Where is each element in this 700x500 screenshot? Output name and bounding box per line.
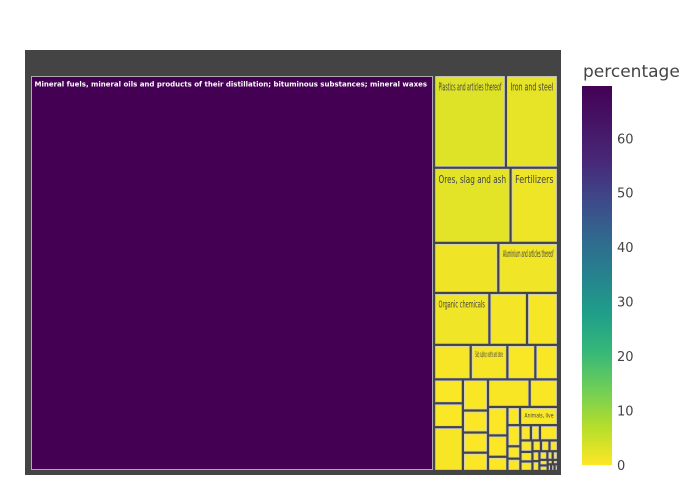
treemap-tile[interactable]: [490, 294, 526, 344]
treemap-tile[interactable]: [508, 447, 520, 458]
treemap-tile[interactable]: [550, 441, 557, 451]
treemap-tile[interactable]: [548, 460, 552, 464]
treemap-tile-label: Animals, live: [525, 413, 554, 419]
treemap-tile[interactable]: [464, 411, 487, 432]
treemap-tile[interactable]: [553, 452, 557, 459]
treemap-tile[interactable]: [435, 243, 498, 292]
treemap-tile[interactable]: [553, 460, 557, 464]
treemap-tile[interactable]: [508, 345, 535, 379]
treemap-tile[interactable]: [521, 462, 532, 470]
treemap-tile[interactable]: [540, 466, 547, 470]
treemap-tile[interactable]: [507, 76, 557, 167]
treemap-tile[interactable]: [540, 460, 547, 465]
treemap-tile[interactable]: [548, 452, 552, 459]
treemap-tile[interactable]: [521, 408, 557, 425]
treemap-tile[interactable]: [464, 380, 487, 410]
colorbar-title: percentage: [583, 62, 680, 82]
colorbar-tick-label: 20: [617, 350, 634, 365]
treemap-tile-label: Ores, slag and ash: [439, 173, 507, 186]
treemap-tile[interactable]: [542, 441, 549, 451]
treemap-tile[interactable]: [464, 453, 487, 470]
treemap-tile-label: Aluminium and articles thereof: [503, 249, 554, 260]
colorbar-tick-label: 50: [617, 187, 634, 202]
colorbar-tick-label: 0: [617, 459, 625, 474]
treemap-tiles: Mineral fuels, mineral oils and products…: [31, 76, 557, 470]
treemap-tile[interactable]: [530, 380, 557, 406]
treemap-tile[interactable]: [489, 436, 507, 456]
colorbar-tick-label: 60: [617, 132, 634, 147]
treemap-tile-label: Iron and steel: [510, 81, 553, 94]
colorbar-ticks: 0 10 20 30 40 50 60: [617, 132, 634, 474]
treemap-tile[interactable]: [489, 457, 507, 470]
treemap-tile[interactable]: [489, 380, 529, 406]
colorbar: percentage 0 10 20 30 40 50 60: [582, 62, 680, 474]
treemap-tile[interactable]: [489, 408, 507, 435]
treemap-tile[interactable]: [540, 452, 547, 459]
treemap-tile[interactable]: [533, 452, 539, 461]
treemap-tile[interactable]: [464, 433, 487, 452]
treemap-tile[interactable]: [435, 294, 489, 344]
treemap-tile[interactable]: [508, 408, 519, 425]
treemap-tile[interactable]: [521, 452, 532, 461]
treemap-tile[interactable]: [499, 243, 557, 292]
treemap-tile-label: Plastics and articles thereof: [439, 81, 502, 94]
treemap-tile[interactable]: [435, 76, 505, 167]
treemap-tile-label: Fertilizers: [515, 173, 554, 186]
treemap-tile[interactable]: [31, 76, 433, 470]
treemap-tile[interactable]: [435, 380, 462, 403]
treemap-tile[interactable]: [533, 462, 539, 470]
treemap-tile[interactable]: [536, 345, 557, 379]
treemap-tile[interactable]: [533, 441, 540, 451]
treemap-tile[interactable]: [508, 459, 520, 470]
treemap-tile[interactable]: [508, 426, 520, 446]
treemap-tile[interactable]: [435, 404, 462, 427]
treemap-tile[interactable]: [521, 441, 532, 451]
treemap-tile[interactable]: [435, 345, 470, 379]
treemap-tile[interactable]: [541, 426, 557, 440]
treemap-tile[interactable]: [521, 426, 530, 440]
colorbar-tick-label: 30: [617, 296, 634, 311]
colorbar-gradient: [582, 86, 612, 465]
treemap-tile-label: Salt; sulphur; earths and stone: [475, 350, 503, 359]
treemap-tile[interactable]: [435, 428, 462, 470]
treemap-tile[interactable]: [471, 345, 507, 379]
treemap-tile[interactable]: [511, 168, 557, 242]
treemap-tile-label: Mineral fuels, mineral oils and products…: [35, 81, 428, 89]
treemap-tile[interactable]: [435, 168, 510, 242]
treemap-tile[interactable]: [528, 294, 557, 344]
colorbar-tick-label: 10: [617, 405, 634, 420]
treemap-tile[interactable]: [532, 426, 539, 440]
colorbar-tick-label: 40: [617, 241, 634, 256]
treemap-tile-label: Organic chemicals: [439, 299, 485, 310]
